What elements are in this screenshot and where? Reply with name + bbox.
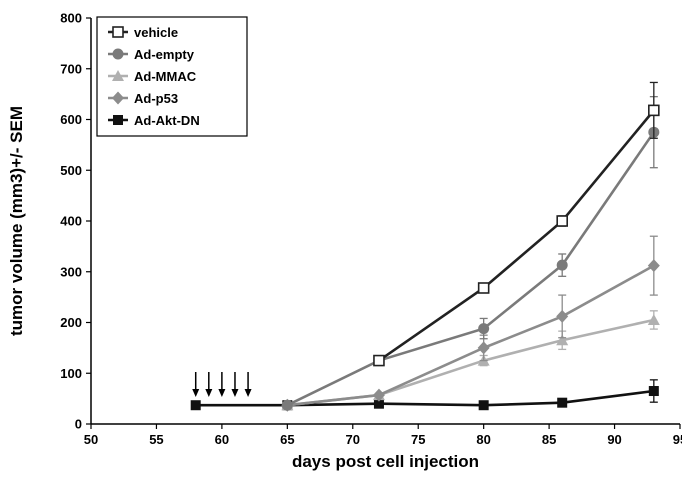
data-point (556, 334, 569, 346)
y-tick-label: 100 (60, 366, 82, 381)
legend-label-ad-akt-dn: Ad-Akt-DN (134, 113, 200, 128)
legend-label-ad-p53: Ad-p53 (134, 91, 178, 106)
x-axis-title: days post cell injection (292, 452, 479, 471)
ticks: 0 100 200 300 400 500 600 700 800 50 55 60 65 70 75 80 8… (60, 11, 682, 448)
data-point (557, 397, 568, 408)
treatment-arrow-head (218, 389, 226, 397)
data-point (373, 398, 384, 409)
y-tick-label: 800 (60, 11, 82, 26)
x-tick-label: 75 (411, 432, 425, 447)
y-tick-label: 200 (60, 315, 82, 330)
legend-label-ad-empty: Ad-empty (134, 47, 195, 62)
data-point (648, 386, 659, 397)
y-tick-label: 400 (60, 214, 82, 229)
treatment-arrow-head (244, 389, 252, 397)
legend-marker-ad-mmac (112, 70, 124, 81)
x-tick-label: 85 (542, 432, 556, 447)
data-point (190, 400, 201, 411)
data-point (477, 341, 490, 355)
data-point (373, 354, 385, 367)
series-ad-mmac (281, 310, 660, 411)
treatment-arrow-head (205, 389, 213, 397)
data-point (556, 259, 568, 271)
data-point (478, 323, 490, 335)
treatment-arrow-head (231, 389, 239, 397)
x-tick-label: 80 (476, 432, 490, 447)
y-tick-label: 0 (75, 417, 82, 432)
treatment-arrows (192, 372, 252, 397)
legend-label-ad-mmac: Ad-MMAC (134, 69, 197, 84)
legend-marker-vehicle (112, 26, 124, 38)
series-ad-akt-dn (190, 379, 659, 411)
legend: vehicle Ad-empty Ad-MMAC Ad-p53 Ad-Akt-DN (96, 16, 248, 137)
treatment-arrow-head (192, 389, 200, 397)
legend-label-vehicle: vehicle (134, 25, 178, 40)
data-point (556, 215, 569, 227)
x-tick-label: 90 (607, 432, 621, 447)
legend-marker-ad-akt-dn (113, 115, 123, 125)
series-group (190, 81, 660, 412)
data-point (647, 259, 660, 273)
x-tick-label: 60 (215, 432, 229, 447)
data-point (372, 388, 385, 402)
x-tick-label: 95 (673, 432, 682, 447)
y-tick-label: 300 (60, 264, 82, 279)
data-point (478, 400, 489, 411)
legend-marker-ad-p53 (112, 91, 124, 105)
series-line (378, 109, 655, 362)
x-tick-label: 65 (280, 432, 294, 447)
x-tick-label: 50 (84, 432, 98, 447)
series-ad-p53 (281, 235, 660, 412)
series-line (287, 264, 655, 407)
series-line (195, 389, 654, 407)
data-point (281, 399, 293, 411)
data-point (647, 313, 660, 325)
data-point (477, 282, 490, 294)
series-vehicle (373, 81, 660, 367)
x-tick-label: 55 (149, 432, 163, 447)
data-point (556, 309, 569, 323)
data-point (648, 104, 660, 117)
legend-marker-ad-empty (112, 48, 124, 60)
y-tick-label: 600 (60, 112, 82, 127)
y-axis-title: tumor volume (mm3)+/- SEM (7, 106, 26, 336)
x-tick-label: 70 (346, 432, 360, 447)
y-tick-label: 500 (60, 163, 82, 178)
y-tick-label: 700 (60, 61, 82, 76)
